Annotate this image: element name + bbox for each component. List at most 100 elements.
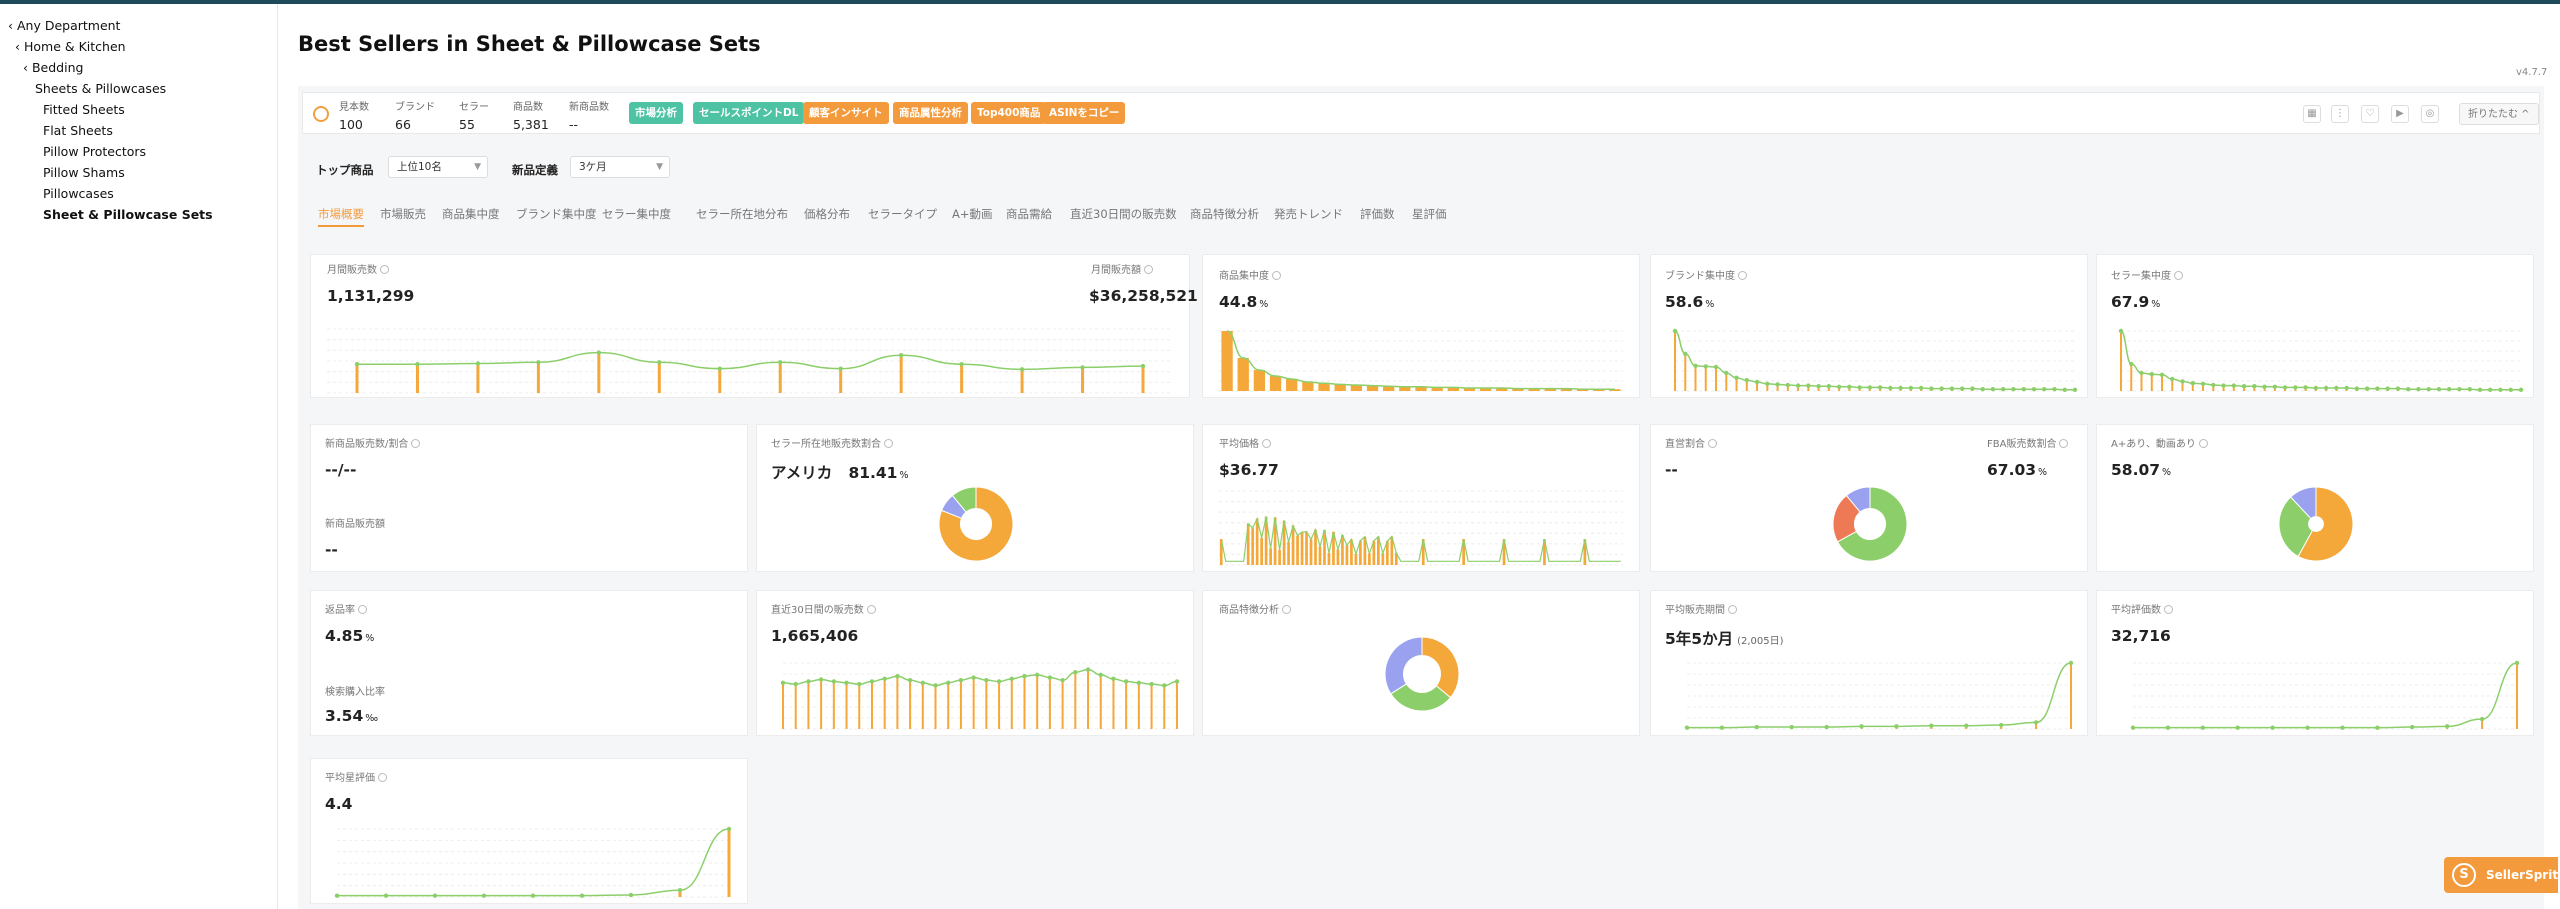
fba-ratio-value: 67.03% [1987, 461, 2048, 479]
bar-1 [794, 684, 797, 729]
tab-market-overview[interactable]: 市場概要 [318, 206, 364, 227]
top400-button[interactable]: Top400商品 [971, 102, 1047, 124]
dept-sheets-pillowcases[interactable]: Sheets & Pillowcases [35, 81, 167, 96]
tab-brand-concentration[interactable]: ブランド集中度 [516, 207, 597, 221]
point-34 [2021, 387, 2026, 392]
point-29 [1149, 681, 1154, 687]
bar-6 [2181, 381, 2184, 391]
search-purchase-label: 検索購入比率 [325, 687, 385, 698]
tab-review-count[interactable]: 評価数 [1360, 207, 1395, 221]
series-line [1226, 330, 1615, 390]
point-0 [1684, 725, 1690, 730]
video-icon[interactable]: ▶ [2391, 105, 2409, 123]
bar-45 [1421, 539, 1425, 565]
tab-sales-30d[interactable]: 直近30日間の販売数 [1070, 207, 1177, 221]
avg-price-card: 平均価格 $36.77 [1202, 424, 1640, 572]
point-31 [1174, 679, 1180, 684]
point-25 [1929, 386, 1934, 391]
attribute-analysis-button[interactable]: 商品属性分析 [893, 102, 968, 124]
series-line [1674, 330, 2075, 391]
point-1 [1683, 351, 1688, 356]
bar-26 [1112, 678, 1115, 729]
bar-8 [839, 368, 843, 393]
dept-pillow-protectors[interactable]: Pillow Protectors [43, 144, 147, 159]
dept-home-kitchen[interactable]: ‹ Home & Kitchen [15, 39, 126, 54]
tab-star-rating[interactable]: 星評価 [1412, 207, 1447, 221]
selling-points-download-button[interactable]: セールスポイントDL [693, 102, 805, 124]
point-7 [2190, 381, 2195, 386]
point-11 [1019, 367, 1025, 372]
point-6 [1894, 724, 1899, 729]
tab-seller-location[interactable]: セラー所在地分布 [696, 207, 788, 221]
point-11 [2068, 660, 2074, 666]
dept-any-department[interactable]: ‹ Any Department [8, 18, 121, 33]
point-38 [2062, 387, 2067, 392]
bar-4 [1715, 367, 1718, 391]
tab-product-concentration[interactable]: 商品集中度 [442, 207, 500, 221]
point-8 [726, 826, 732, 832]
series-line [2120, 330, 2521, 391]
dept-bedding[interactable]: ‹ Bedding [23, 60, 84, 75]
point-9 [895, 674, 900, 679]
dept-pillow-shams[interactable]: Pillow Shams [43, 165, 125, 180]
bar-27 [1125, 681, 1128, 729]
dept-flat-sheets[interactable]: Flat Sheets [43, 123, 113, 138]
market-analysis-button[interactable]: 市場分析 [629, 102, 683, 124]
dept-pillowcases[interactable]: Pillowcases [43, 186, 114, 201]
bar-26 [1336, 549, 1340, 565]
dept-fitted-sheets[interactable]: Fitted Sheets [43, 102, 125, 117]
copy-asin-button[interactable]: ASINをコピー [1043, 102, 1126, 124]
bar-29 [1350, 539, 1353, 565]
seller-conc-label: セラー集中度 [2111, 267, 2183, 282]
grid-view-icon[interactable]: ▦ [2303, 105, 2321, 123]
point-14 [1816, 384, 1821, 389]
bar-22 [1061, 680, 1064, 729]
bar-35 [1377, 536, 1380, 565]
point-9 [2444, 724, 2450, 729]
tab-market-sales[interactable]: 市場販売 [380, 207, 426, 221]
tab-supply-demand[interactable]: 商品需給 [1006, 207, 1052, 221]
point-3 [1703, 364, 1708, 369]
top-products-select[interactable]: 上位10名 ▼ [388, 156, 488, 178]
bar-14 [959, 680, 962, 729]
point-1 [2165, 725, 2171, 730]
point-11 [920, 680, 926, 685]
tab-price-distribution[interactable]: 価格分布 [804, 207, 850, 221]
bar-1 [1237, 358, 1249, 391]
bar-1 [2130, 364, 2133, 391]
tab-seller-concentration[interactable]: セラー集中度 [602, 207, 671, 221]
point-6 [628, 892, 634, 898]
customer-insight-button[interactable]: 顧客インサイト [803, 102, 889, 124]
fba-donut-chart [1832, 486, 1908, 562]
sellersprite-badge[interactable]: S SellerSprite [2444, 857, 2560, 893]
more-icon[interactable]: ⋮ [2331, 105, 2349, 123]
collapse-button[interactable]: 折りたたむ ^ [2459, 103, 2539, 125]
point-36 [2488, 387, 2493, 392]
info-icon [358, 605, 367, 614]
tab-aplus-video[interactable]: A+動画 [952, 207, 993, 221]
fba-ratio-label: FBA販売数割合 [1987, 435, 2069, 450]
point-5 [844, 680, 849, 685]
avg-rating-chart [334, 826, 732, 898]
new-product-select[interactable]: 3ケ月 ▼ [570, 156, 670, 178]
bar-20 [1309, 539, 1313, 565]
sales-30d-card: 直近30日間の販売数 1,665,406 [756, 590, 1194, 736]
tab-launch-trend[interactable]: 発売トレンド [1274, 207, 1343, 221]
info-icon [1272, 271, 1281, 280]
settings-icon[interactable]: ◎ [2421, 105, 2439, 123]
tab-feature-analysis[interactable]: 商品特徴分析 [1190, 207, 1259, 221]
return-rate-card: 返品率 4.85% 検索購入比率 3.54 ‰ [310, 590, 748, 736]
bar-6 [1246, 523, 1250, 565]
series-line [782, 668, 1178, 687]
point-17 [996, 679, 1002, 684]
bar-8 [1756, 382, 1759, 391]
favorite-icon[interactable]: ♡ [2361, 105, 2379, 123]
bar-21 [1048, 677, 1051, 729]
point-21 [1047, 675, 1053, 680]
bar-11 [1786, 385, 1789, 391]
tab-seller-type[interactable]: セラータイプ [868, 207, 937, 221]
bar-3 [1704, 366, 1707, 391]
new-product-label: 新品定義 [512, 163, 558, 177]
bar-31 [1176, 681, 1178, 729]
dept-sheet-pillowcase-sets[interactable]: Sheet & Pillowcase Sets [43, 207, 213, 222]
